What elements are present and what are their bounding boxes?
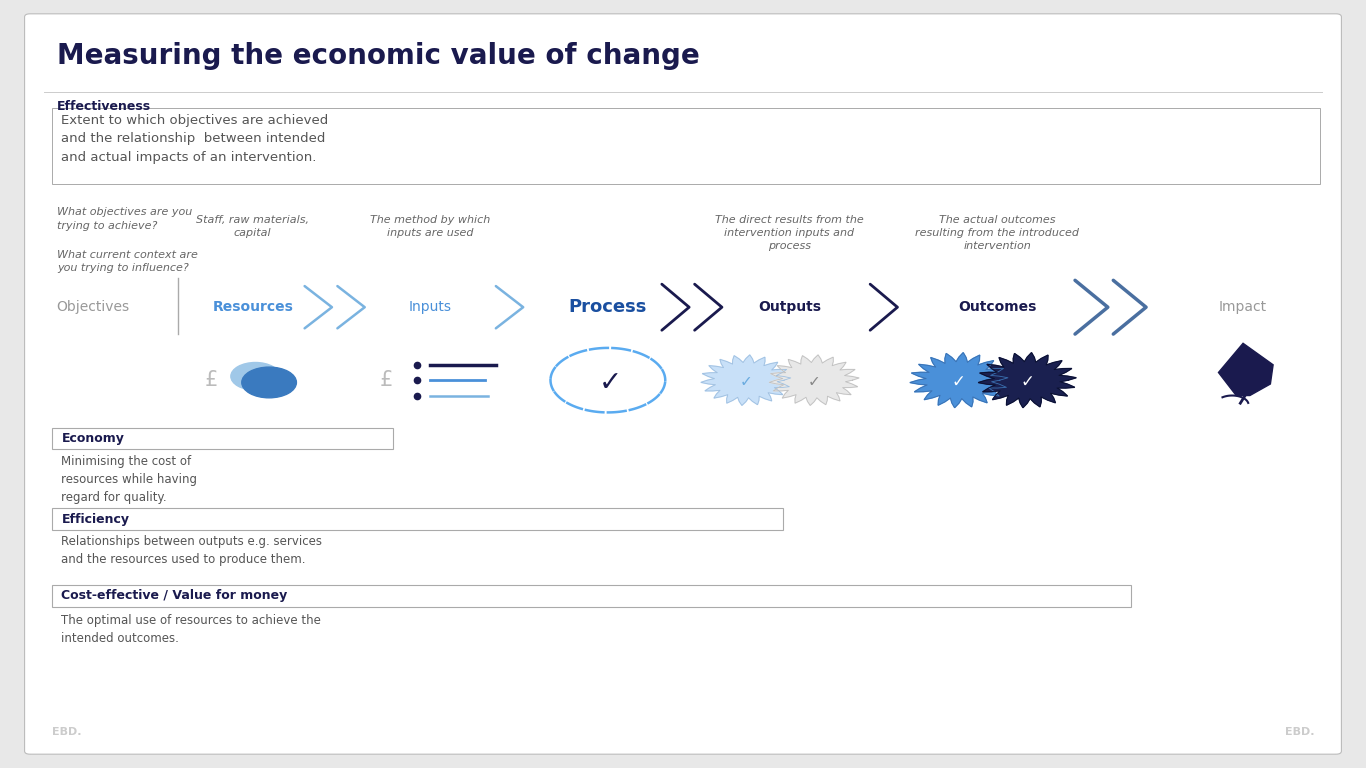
- Text: Resources: Resources: [212, 300, 294, 314]
- Polygon shape: [769, 355, 859, 406]
- Polygon shape: [978, 353, 1076, 408]
- Circle shape: [231, 362, 280, 390]
- Text: ✓: ✓: [807, 374, 821, 389]
- Polygon shape: [701, 355, 791, 406]
- FancyBboxPatch shape: [52, 428, 393, 449]
- Text: Relationships between outputs e.g. services
and the resources used to produce th: Relationships between outputs e.g. servi…: [61, 535, 322, 566]
- Text: Outputs: Outputs: [758, 300, 821, 314]
- Text: The optimal use of resources to achieve the
intended outcomes.: The optimal use of resources to achieve …: [61, 614, 321, 645]
- FancyBboxPatch shape: [52, 585, 1131, 607]
- Text: The method by which
inputs are used: The method by which inputs are used: [370, 215, 490, 238]
- Text: Objectives: Objectives: [56, 300, 130, 314]
- Text: Economy: Economy: [61, 432, 124, 445]
- Text: Inputs: Inputs: [408, 300, 452, 314]
- Text: What current context are
you trying to influence?: What current context are you trying to i…: [57, 250, 198, 273]
- Polygon shape: [1218, 343, 1273, 396]
- Text: ✓: ✓: [952, 372, 966, 391]
- Text: ✓: ✓: [739, 374, 753, 389]
- Text: Efficiency: Efficiency: [61, 513, 130, 525]
- Text: £: £: [380, 370, 393, 390]
- FancyBboxPatch shape: [25, 14, 1341, 754]
- Text: Impact: Impact: [1218, 300, 1268, 314]
- Text: The actual outcomes
resulting from the introduced
intervention: The actual outcomes resulting from the i…: [915, 215, 1079, 251]
- Text: EBD.: EBD.: [1284, 727, 1314, 737]
- FancyBboxPatch shape: [52, 508, 783, 530]
- Text: EBD.: EBD.: [52, 727, 82, 737]
- Text: Outcomes: Outcomes: [958, 300, 1037, 314]
- Text: Effectiveness: Effectiveness: [57, 100, 152, 113]
- Text: Process: Process: [568, 298, 647, 316]
- Polygon shape: [910, 353, 1008, 408]
- Text: £: £: [205, 370, 219, 390]
- Text: The direct results from the
intervention inputs and
process: The direct results from the intervention…: [716, 215, 863, 251]
- Text: What objectives are you
trying to achieve?: What objectives are you trying to achiev…: [57, 207, 193, 231]
- Text: Extent to which objectives are achieved
and the relationship  between intended
a: Extent to which objectives are achieved …: [61, 114, 329, 164]
- Text: Staff, raw materials,
capital: Staff, raw materials, capital: [197, 215, 309, 238]
- Text: ✓: ✓: [598, 369, 623, 397]
- Text: Measuring the economic value of change: Measuring the economic value of change: [57, 42, 701, 70]
- Text: Minimising the cost of
resources while having
regard for quality.: Minimising the cost of resources while h…: [61, 455, 198, 504]
- FancyBboxPatch shape: [52, 108, 1320, 184]
- Circle shape: [242, 367, 296, 398]
- Text: ✓: ✓: [1020, 372, 1034, 391]
- Text: Cost-effective / Value for money: Cost-effective / Value for money: [61, 590, 288, 602]
